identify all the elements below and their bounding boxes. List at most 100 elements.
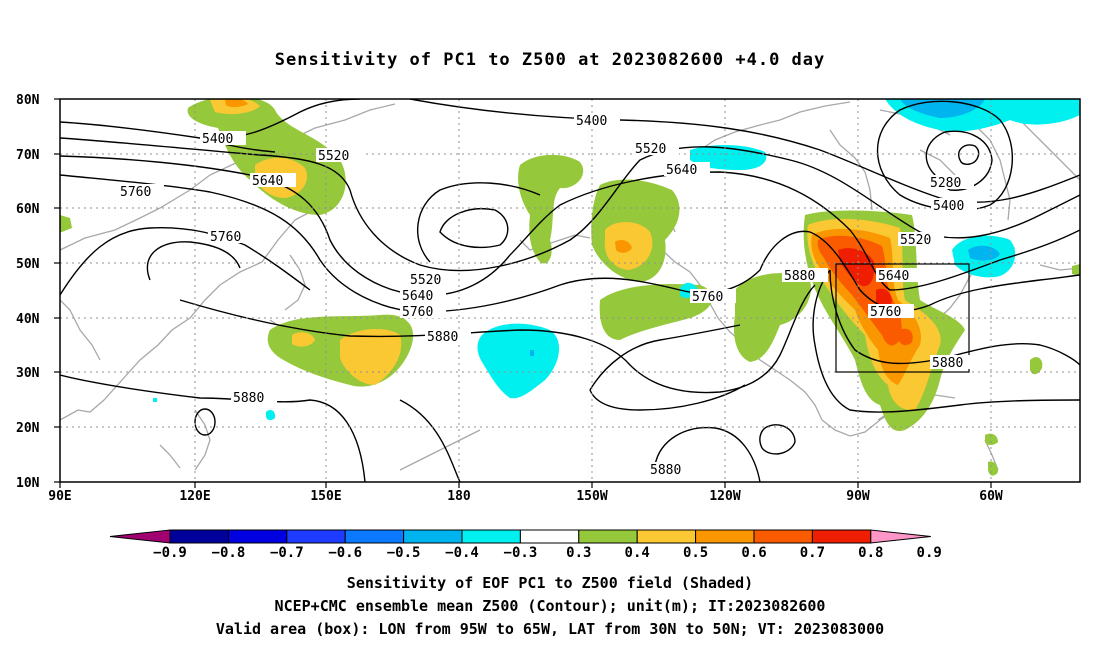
shade-positive-yellow [340, 328, 402, 385]
colorbar-label: −0.5 [387, 545, 421, 561]
colorbar-label: −0.4 [445, 545, 479, 561]
shade-negative-cyan [153, 398, 157, 402]
colorbar-segment [578, 529, 638, 544]
lon-label: 90W [846, 489, 870, 504]
contour-label: 5520 [318, 149, 349, 164]
contour-label: 5760 [402, 305, 433, 320]
map-frame [59, 98, 1081, 483]
shade-positive-yellow [292, 332, 315, 347]
colorbar-label: 0.8 [858, 545, 883, 561]
caption-line-3: Valid area (box): LON from 95W to 65W, L… [215, 620, 885, 638]
valid-area-box [835, 263, 970, 373]
contour-label: 5400 [202, 132, 233, 147]
shade-positive-red [838, 248, 875, 287]
shade-positive-green [187, 99, 346, 215]
lat-label: 50N [16, 257, 40, 272]
colorbar-segment [461, 529, 521, 544]
shade-positive-orange [615, 240, 632, 253]
shade-negative-cyan [477, 323, 560, 399]
shade-positive-green [985, 433, 998, 445]
lat-label: 10N [16, 476, 40, 491]
shade-positive-green [733, 273, 811, 362]
contour-label: 5640 [878, 269, 909, 284]
colorbar-label: −0.3 [504, 545, 538, 561]
contour-label: 5760 [692, 290, 723, 305]
longitude-labels: 90E 120E 150E 180 150W 120W 90W 60W [48, 489, 1003, 504]
contour-labels: 5400 5520 5640 5760 5760 5880 5400 5520 … [118, 113, 977, 478]
colorbar-segment [519, 529, 580, 544]
axis-ticks [54, 98, 992, 488]
contour-label: 5880 [650, 463, 681, 478]
colorbar-segment [286, 529, 346, 544]
colorbar-arrow-min [109, 529, 171, 544]
shade-positive-redorange [898, 328, 913, 346]
colorbar-label: 0.3 [566, 545, 591, 561]
shade-positive-red [876, 288, 892, 309]
shade-positive-orange [225, 99, 248, 108]
colorbar-segment [344, 529, 405, 544]
lon-label: 60W [979, 489, 1003, 504]
colorbar-label: 0.5 [683, 545, 708, 561]
shade-positive-green [599, 283, 713, 340]
colorbar-segment [169, 529, 229, 544]
colorbar-segment [753, 529, 813, 544]
lat-label: 60N [16, 202, 40, 217]
colorbar-label: −0.6 [328, 545, 362, 561]
colorbar-label: 0.6 [741, 545, 766, 561]
contour-label: 5520 [635, 142, 666, 157]
colorbar-segment [811, 529, 872, 544]
colorbar-segment [695, 529, 755, 544]
contour-label: 5520 [410, 273, 441, 288]
caption-line-1: Sensitivity of EOF PC1 to Z500 field (Sh… [346, 574, 754, 592]
contour-label: 5640 [402, 289, 433, 304]
latitude-labels: 80N 70N 60N 50N 40N 30N 20N 10N [16, 93, 40, 491]
contour-label: 5880 [784, 269, 815, 284]
contour-label: 5760 [120, 185, 151, 200]
contour-label: 5880 [233, 391, 264, 406]
lat-label: 20N [16, 421, 40, 436]
contour-label: 5400 [576, 114, 607, 129]
contour-label: 5640 [666, 163, 697, 178]
contour-label: 5880 [932, 356, 963, 371]
colorbar-segment [636, 529, 697, 544]
colorbar-arrow-max [870, 529, 931, 544]
lon-label: 120W [709, 489, 740, 504]
lon-label: 150W [576, 489, 607, 504]
colorbar-segment [227, 529, 288, 544]
lon-label: 150E [310, 489, 341, 504]
shade-negative-blue [968, 245, 1000, 261]
lat-label: 40N [16, 312, 40, 327]
shade-positive-green [1072, 264, 1080, 276]
colorbar-segment [403, 529, 463, 544]
colorbar-label: −0.8 [212, 545, 246, 561]
contour-label: 5760 [870, 305, 901, 320]
shade-positive-green [988, 461, 998, 476]
colorbar-label: 0.4 [625, 545, 650, 561]
contour-label: 5640 [252, 174, 283, 189]
contour-label: 5400 [933, 199, 964, 214]
lat-lon-grid [60, 99, 1080, 482]
shade-positive-green [60, 215, 72, 232]
lat-label: 30N [16, 366, 40, 381]
colorbar-label: 0.7 [800, 545, 825, 561]
colorbar-label: 0.9 [917, 545, 942, 561]
contour-label: 5520 [900, 233, 931, 248]
shade-negative-blue [530, 350, 534, 356]
map-title: Sensitivity of PC1 to Z500 at 2023082600… [274, 50, 826, 70]
colorbar-label: −0.9 [153, 545, 187, 561]
contour-label: 5280 [930, 176, 961, 191]
colorbar-label: −0.7 [270, 545, 304, 561]
lon-label: 120E [179, 489, 210, 504]
contour-label: 5880 [427, 330, 458, 345]
lat-label: 80N [16, 93, 40, 108]
shade-negative-cyan [266, 410, 276, 421]
lat-label: 70N [16, 148, 40, 163]
colorbar: −0.9 −0.8 −0.7 −0.6 −0.5 −0.4 −0.3 0.3 0.4 0.5 0.6… [109, 529, 942, 561]
caption-line-2: NCEP+CMC ensemble mean Z500 (Contour); u… [274, 597, 826, 615]
z500-contours [60, 99, 1080, 482]
lon-label: 90E [48, 489, 71, 504]
shade-positive-green [518, 154, 584, 264]
lon-label: 180 [447, 489, 471, 504]
shade-positive-green [1030, 357, 1043, 375]
